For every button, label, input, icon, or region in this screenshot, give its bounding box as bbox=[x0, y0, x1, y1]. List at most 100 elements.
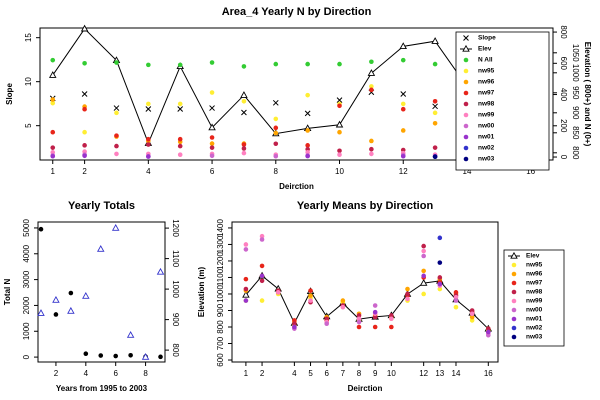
series-line bbox=[245, 275, 489, 330]
y3-tick-label: 1050 bbox=[571, 44, 580, 62]
legend-box bbox=[455, 31, 550, 171]
dot-marker bbox=[114, 133, 119, 138]
dot-marker bbox=[50, 57, 56, 63]
dot-marker bbox=[511, 271, 517, 277]
dot-marker bbox=[463, 90, 469, 96]
dot-marker bbox=[389, 313, 394, 318]
dot-marker bbox=[453, 298, 459, 303]
dot-marker bbox=[511, 298, 517, 304]
triangle-marker bbox=[208, 123, 216, 131]
triangle-marker bbox=[126, 331, 135, 338]
dot-marker bbox=[421, 243, 426, 249]
dot-marker bbox=[463, 79, 469, 85]
x-tick-label: 12 bbox=[419, 369, 428, 378]
legend-label: Elev bbox=[526, 253, 540, 260]
y-tick-label: 2000 bbox=[22, 296, 31, 314]
dot-marker bbox=[241, 146, 247, 151]
dot-marker bbox=[259, 237, 265, 242]
x-tick-label: 6 bbox=[113, 369, 118, 378]
y-tick-label: 10 bbox=[24, 77, 33, 86]
dot-marker bbox=[437, 235, 443, 241]
y2-axis-label: Elevation ( 800+) and N (0+) bbox=[583, 42, 592, 147]
dot-marker bbox=[113, 353, 118, 359]
dot-marker bbox=[68, 290, 74, 296]
dot-marker bbox=[275, 290, 281, 295]
dot-marker bbox=[369, 84, 374, 89]
dot-marker bbox=[469, 314, 475, 320]
chart-title: Yearly Totals bbox=[68, 200, 135, 212]
dot-marker bbox=[308, 293, 313, 298]
dot-marker bbox=[305, 143, 310, 148]
dot-marker bbox=[421, 253, 426, 259]
dot-marker bbox=[209, 145, 215, 150]
y2-tick-label: 200 bbox=[559, 119, 568, 133]
y2-tick-label: 800 bbox=[171, 343, 180, 357]
dot-marker bbox=[259, 273, 265, 279]
y3-tick-label: 800 bbox=[571, 146, 580, 160]
dot-marker bbox=[82, 153, 87, 159]
dot-marker bbox=[324, 316, 329, 322]
dot-marker bbox=[243, 276, 249, 282]
legend-label: nw97 bbox=[478, 90, 495, 97]
x-marker bbox=[81, 91, 88, 97]
x-tick-label: 2 bbox=[54, 369, 59, 378]
y-tick-label: 700 bbox=[216, 336, 225, 350]
dot-marker bbox=[486, 332, 491, 338]
y2-tick-label: 600 bbox=[559, 57, 568, 71]
dot-marker bbox=[337, 152, 342, 157]
dot-marker bbox=[292, 321, 297, 326]
x-tick-label: 16 bbox=[526, 167, 535, 176]
dot-marker bbox=[432, 98, 438, 104]
dot-marker bbox=[308, 288, 313, 293]
dot-marker bbox=[405, 286, 410, 292]
dot-marker bbox=[241, 142, 247, 147]
x-marker bbox=[177, 106, 184, 112]
dot-marker bbox=[511, 289, 517, 295]
dot-marker bbox=[241, 150, 247, 156]
x-tick-label: 6 bbox=[324, 369, 329, 378]
dot-marker bbox=[337, 61, 342, 67]
chart-title: Area_4 Yearly N by Direction bbox=[222, 6, 372, 18]
dot-marker bbox=[453, 294, 459, 300]
dot-marker bbox=[38, 226, 44, 232]
dot-marker bbox=[259, 298, 265, 303]
dot-marker bbox=[486, 326, 491, 331]
plot-frame bbox=[37, 221, 166, 363]
dot-marker bbox=[273, 153, 279, 159]
dot-marker bbox=[209, 90, 215, 95]
legend-label: nw99 bbox=[478, 112, 495, 119]
x-tick-label: 4 bbox=[146, 167, 151, 176]
x-marker bbox=[113, 105, 120, 111]
triangle-marker bbox=[141, 352, 150, 360]
dot-marker bbox=[432, 61, 438, 67]
triangle-marker bbox=[80, 24, 89, 32]
dot-marker bbox=[463, 145, 469, 151]
x-axis-label: Deirction bbox=[279, 182, 314, 191]
dot-marker bbox=[82, 106, 87, 112]
dot-marker bbox=[273, 61, 279, 67]
dot-marker bbox=[372, 314, 378, 320]
dot-marker bbox=[437, 260, 443, 265]
x-marker bbox=[241, 109, 247, 116]
dot-marker bbox=[243, 247, 249, 252]
x-tick-label: 8 bbox=[357, 369, 362, 378]
dot-marker bbox=[432, 120, 438, 126]
dot-marker bbox=[209, 60, 215, 65]
y3-tick-label: 950 bbox=[571, 86, 580, 100]
dot-marker bbox=[405, 291, 410, 297]
legend-label: nw98 bbox=[478, 101, 495, 108]
dot-marker bbox=[114, 60, 119, 65]
dot-marker bbox=[146, 62, 151, 68]
dot-marker bbox=[389, 316, 394, 322]
x-tick-label: 14 bbox=[452, 369, 461, 378]
dot-marker bbox=[369, 146, 374, 152]
dot-marker bbox=[273, 130, 279, 136]
dot-marker bbox=[432, 154, 438, 160]
triangle-marker bbox=[367, 69, 376, 76]
legend-label: nw01 bbox=[526, 316, 543, 323]
x-tick-label: 2 bbox=[82, 167, 87, 176]
legend-label: nw96 bbox=[478, 79, 495, 86]
dot-marker bbox=[82, 129, 87, 135]
x-tick-label: 12 bbox=[399, 167, 408, 176]
dot-marker bbox=[463, 101, 469, 107]
